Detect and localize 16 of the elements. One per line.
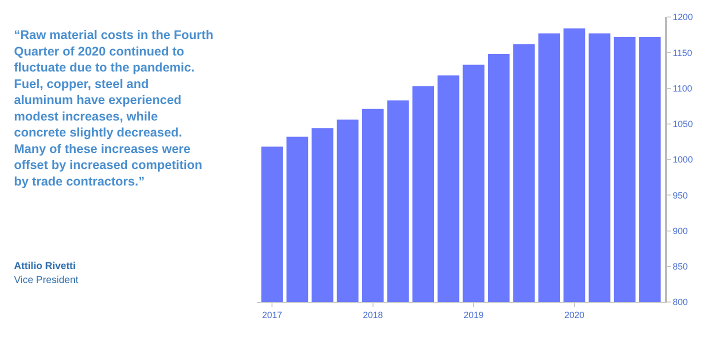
y-tick-label: 900 [672,226,688,236]
y-tick-label: 950 [672,190,688,200]
x-tick-label: 2018 [362,310,383,320]
y-tick-label: 800 [672,297,688,308]
y-tick-label: 1100 [672,83,692,94]
text: “Raw material costs in the Fourth Quarter of 2020 continued to fluctuate due to the pandemic. Fuel, copper, steel and aluminum have experienced modest increases, while concrete slightly decreased. Many of these increases were offset by increased competition by trade contractors.” [14,28,214,188]
x-tick-label: 2020 [564,310,584,320]
y-tick-label: 1000 [672,154,693,165]
x-tick-label: 2017 [262,310,282,320]
y-tick-label: 1200 [672,12,693,22]
y-tick-label: 1050 [672,119,693,130]
y-tick-label: 850 [672,262,688,272]
x-tick-label: 2019 [464,310,484,320]
text: Attilio Rivetti [14,261,76,272]
y-tick-label: 1150 [672,48,692,58]
text: Vice President [14,275,79,286]
